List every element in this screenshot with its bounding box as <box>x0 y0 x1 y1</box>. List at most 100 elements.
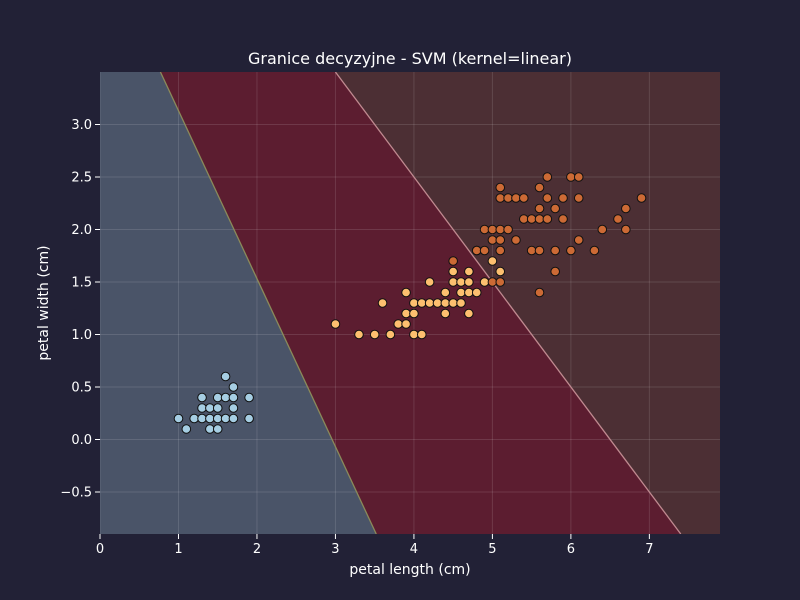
data-point-class-1 <box>330 319 341 329</box>
data-point-class-2 <box>534 203 545 214</box>
data-point-class-1 <box>416 329 427 340</box>
y-axis: −0.5 0.0 0.5 1.0 1.5 2.0 2.5 3.0 <box>60 118 100 501</box>
data-point-class-2 <box>487 235 498 245</box>
data-point-class-2 <box>495 182 506 193</box>
data-point-class-0 <box>189 413 199 424</box>
data-point-class-1 <box>440 287 451 298</box>
x-axis: 0 1 2 3 4 5 6 7 <box>96 534 654 557</box>
data-point-class-0 <box>220 371 231 382</box>
data-point-class-2 <box>487 224 498 235</box>
data-point-class-1 <box>393 319 404 329</box>
data-point-class-1 <box>464 308 474 319</box>
data-point-class-0 <box>212 413 223 424</box>
data-point-class-1 <box>369 329 380 340</box>
decision-boundary-1 <box>334 72 682 534</box>
data-point-class-2 <box>573 235 584 245</box>
data-point-class-1 <box>440 298 451 308</box>
data-point-class-2 <box>597 224 608 235</box>
data-point-class-2 <box>558 193 568 203</box>
data-point-class-2 <box>550 266 560 277</box>
data-point-class-1 <box>424 277 435 287</box>
data-point-class-2 <box>589 245 600 256</box>
data-point-class-2 <box>495 277 506 287</box>
y-tick-label: 0.5 <box>71 381 92 396</box>
data-point-class-1 <box>448 277 458 287</box>
data-point-class-0 <box>173 413 184 424</box>
data-point-class-1 <box>354 329 364 340</box>
data-point-class-2 <box>573 172 584 182</box>
data-point-class-1 <box>416 298 427 308</box>
grid <box>100 72 720 534</box>
x-tick-label: 5 <box>488 542 496 557</box>
data-points <box>173 172 647 434</box>
data-point-class-0 <box>212 392 223 403</box>
data-point-class-0 <box>220 413 231 424</box>
x-tick-label: 3 <box>331 542 339 557</box>
data-point-class-0 <box>205 424 215 434</box>
data-point-class-2 <box>613 214 623 224</box>
data-point-class-2 <box>621 224 631 235</box>
decision-region-2 <box>335 72 720 534</box>
data-point-class-1 <box>456 298 466 308</box>
data-point-class-2 <box>534 287 545 298</box>
data-point-class-2 <box>471 245 482 256</box>
data-point-class-1 <box>440 308 451 319</box>
data-point-class-2 <box>526 214 537 224</box>
data-point-class-0 <box>244 392 254 403</box>
data-point-class-1 <box>432 298 443 308</box>
y-tick-label: 0.0 <box>71 433 92 448</box>
data-point-class-2 <box>636 193 647 203</box>
data-point-class-2 <box>558 214 568 224</box>
data-point-class-0 <box>212 403 223 413</box>
data-point-class-1 <box>448 266 458 277</box>
data-point-class-1 <box>401 319 411 329</box>
data-point-class-2 <box>526 245 537 256</box>
data-point-class-0 <box>197 413 207 424</box>
data-point-class-2 <box>487 277 498 287</box>
data-point-class-1 <box>487 256 498 266</box>
data-point-class-1 <box>424 298 435 308</box>
data-point-class-0 <box>181 424 192 434</box>
data-point-class-2 <box>534 214 545 224</box>
data-point-class-2 <box>479 245 490 256</box>
x-tick-label: 2 <box>253 542 261 557</box>
data-point-class-0 <box>212 424 223 434</box>
data-point-class-1 <box>409 308 419 319</box>
data-point-class-1 <box>495 266 506 277</box>
data-point-class-2 <box>573 193 584 203</box>
data-point-class-0 <box>228 392 239 403</box>
data-point-class-0 <box>228 413 239 424</box>
y-axis-label: petal width (cm) <box>36 245 52 360</box>
data-point-class-1 <box>448 298 458 308</box>
data-point-class-2 <box>503 224 513 235</box>
chart-title: Granice decyzyjne - SVM (kernel=linear) <box>248 49 572 68</box>
data-point-class-1 <box>409 329 419 340</box>
x-tick-label: 1 <box>174 542 182 557</box>
y-tick-label: 2.5 <box>71 171 92 186</box>
y-tick-label: 2.0 <box>71 223 92 238</box>
data-point-class-0 <box>197 392 207 403</box>
data-point-class-0 <box>205 413 215 424</box>
data-point-class-0 <box>197 403 207 413</box>
data-point-class-2 <box>566 172 576 182</box>
data-point-class-2 <box>534 245 545 256</box>
x-tick-label: 4 <box>410 542 418 557</box>
x-tick-label: 0 <box>96 542 104 557</box>
data-point-class-2 <box>518 214 529 224</box>
decision-regions <box>100 72 720 534</box>
data-point-class-0 <box>244 413 254 424</box>
decision-region-0 <box>100 72 377 534</box>
data-point-class-0 <box>205 403 215 413</box>
data-point-class-1 <box>464 287 474 298</box>
data-point-class-1 <box>377 298 388 308</box>
data-point-class-1 <box>464 266 474 277</box>
data-point-class-1 <box>456 287 466 298</box>
data-point-class-2 <box>511 193 521 203</box>
data-point-class-1 <box>401 287 411 298</box>
decision-boundary-0 <box>159 72 377 534</box>
data-point-class-2 <box>495 193 506 203</box>
y-tick-label: −0.5 <box>60 486 92 501</box>
data-point-class-1 <box>464 277 474 287</box>
y-tick-label: 3.0 <box>71 118 92 133</box>
